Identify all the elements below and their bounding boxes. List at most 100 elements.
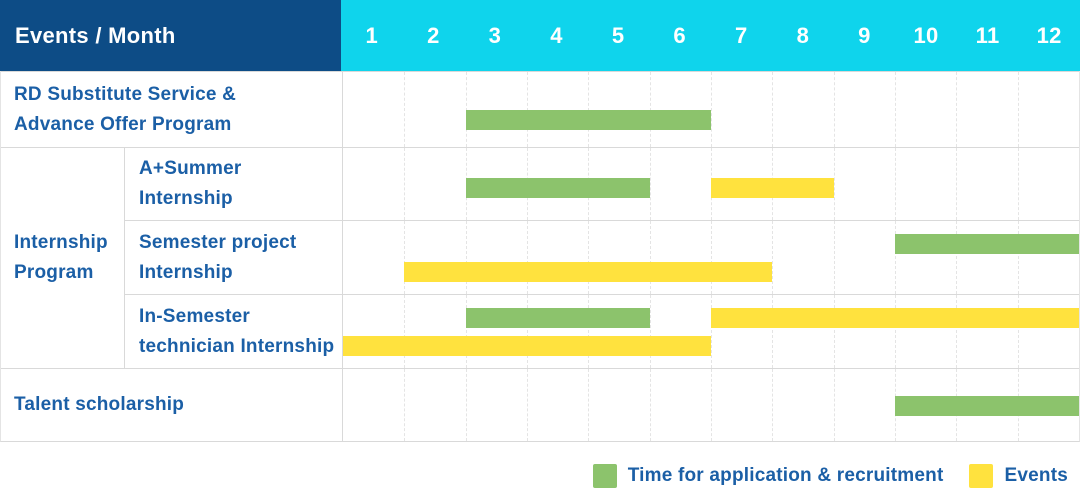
- month-gridline: [527, 369, 528, 441]
- month-label: 12: [1036, 22, 1062, 48]
- month-gridline: [465, 221, 467, 294]
- month-gridline: [711, 369, 712, 441]
- month-gridline: [1017, 221, 1019, 294]
- month-gridline: [649, 72, 651, 147]
- month-gridline: [404, 221, 406, 294]
- row-label-line: Advance Offer Program: [14, 113, 232, 135]
- row-label-rd-substitute: RD Substitute Service & Advance Offer Pr…: [1, 71, 342, 147]
- legend-item-events: Events: [969, 464, 1068, 488]
- month-gridline: [404, 369, 406, 441]
- month-gridline: [833, 148, 835, 220]
- legend-label-recruitment: Time for application & recruitment: [627, 465, 944, 486]
- month-label: 5: [611, 22, 625, 48]
- month-gridline: [527, 72, 528, 147]
- month-gridline: [1017, 148, 1019, 220]
- month-label: 1: [365, 22, 379, 48]
- month-gridline: [711, 221, 712, 294]
- chart-row-in-semester-technician: [342, 294, 1079, 368]
- legend-label-events: Events: [1004, 465, 1068, 486]
- month-gridline: [833, 72, 835, 147]
- legend-item-recruitment: Time for application & recruitment: [592, 464, 944, 488]
- gantt-bar-recruitment: [465, 308, 650, 328]
- events-color-swatch: [969, 464, 994, 488]
- month-gridline: [527, 295, 528, 368]
- gantt-bar-event: [711, 308, 1079, 328]
- month-label: 10: [913, 22, 939, 48]
- month-gridline: [1017, 72, 1019, 147]
- month-gridline: [833, 221, 835, 294]
- events-month-header: Events / Month: [0, 0, 341, 71]
- month-gridline: [465, 295, 467, 368]
- gantt-bar-recruitment: [465, 178, 650, 198]
- month-gridline: [772, 295, 774, 368]
- month-gridline: [465, 72, 467, 147]
- row-label-line: Internship: [139, 261, 233, 283]
- row-label-line: Semester project: [139, 231, 297, 253]
- group-label-line: Program: [14, 262, 94, 283]
- month-label: 9: [858, 22, 871, 48]
- gantt-bar-event: [404, 262, 773, 282]
- row-label-line: In-Semester: [139, 305, 250, 327]
- chart-row-rd-substitute: [342, 71, 1079, 147]
- month-gridline: [649, 221, 651, 294]
- month-label: 3: [488, 22, 502, 48]
- month-label: 7: [734, 22, 748, 48]
- legend: Time for application & recruitment Event…: [0, 442, 1080, 494]
- month-label: 6: [673, 22, 686, 48]
- month-label: 8: [796, 22, 810, 48]
- month-gridline: [711, 72, 712, 147]
- month-gridline: [711, 295, 712, 368]
- row-label-semester-project: Semester project Internship: [125, 220, 342, 294]
- month-gridline: [404, 148, 406, 220]
- table-header-row: Events / Month 1 2 3 4 5 6 7 8 9 10 11 12: [0, 0, 1080, 71]
- month-gridline: [465, 369, 467, 441]
- month-gridline: [956, 221, 958, 294]
- gantt-bar-recruitment: [895, 396, 1079, 416]
- month-gridline: [833, 369, 835, 441]
- gantt-bar-event: [711, 178, 834, 198]
- month-gridline: [772, 221, 774, 294]
- row-label-line: technician Internship: [139, 335, 335, 357]
- month-header-strip: 1 2 3 4 5 6 7 8 9 10 11 12: [341, 0, 1080, 71]
- month-gridline: [527, 221, 528, 294]
- month-gridline: [956, 295, 958, 368]
- month-gridline: [895, 295, 896, 368]
- month-gridline: [1017, 295, 1019, 368]
- table-body: RD Substitute Service & Advance Offer Pr…: [0, 71, 1080, 442]
- chart-row-a-plus-summer: [342, 147, 1079, 220]
- month-gridline: [833, 295, 835, 368]
- month-gridline: [956, 148, 958, 220]
- row-label-line: RD Substitute Service &: [14, 83, 237, 105]
- month-gridline: [956, 72, 958, 147]
- month-gridline: [588, 369, 590, 441]
- row-label-line: A+Summer: [139, 158, 242, 179]
- month-gridline: [404, 295, 406, 368]
- gantt-bar-recruitment: [895, 234, 1079, 254]
- month-gridline: [895, 72, 896, 147]
- month-gridline: [588, 221, 590, 294]
- month-gridline: [649, 295, 651, 368]
- month-gridline: [649, 369, 651, 441]
- month-gridline: [588, 295, 590, 368]
- month-label: 2: [427, 22, 440, 48]
- row-label-talent-scholarship: Talent scholarship: [1, 368, 342, 441]
- month-gridline: [404, 72, 406, 147]
- month-gridline: [895, 148, 896, 220]
- chart-row-talent-scholarship: [342, 368, 1079, 441]
- month-gridline: [895, 221, 896, 294]
- group-label-line: Internship: [14, 232, 108, 253]
- row-label-line: Talent scholarship: [14, 394, 185, 415]
- gantt-bar-event: [343, 336, 711, 356]
- month-gridline: [588, 72, 590, 147]
- row-label-a-plus-summer: A+Summer Internship: [125, 147, 342, 220]
- month-gridline: [649, 148, 651, 220]
- month-gridline: [772, 369, 774, 441]
- recruitment-color-swatch: [592, 464, 617, 488]
- month-gridline: [772, 72, 774, 147]
- gantt-bar-recruitment: [465, 110, 711, 130]
- group-label-internship-program: Internship Program: [1, 147, 125, 368]
- month-label: 11: [975, 22, 1000, 48]
- row-label-in-semester-technician: In-Semester technician Internship: [125, 294, 342, 368]
- chart-row-semester-project: [342, 220, 1079, 294]
